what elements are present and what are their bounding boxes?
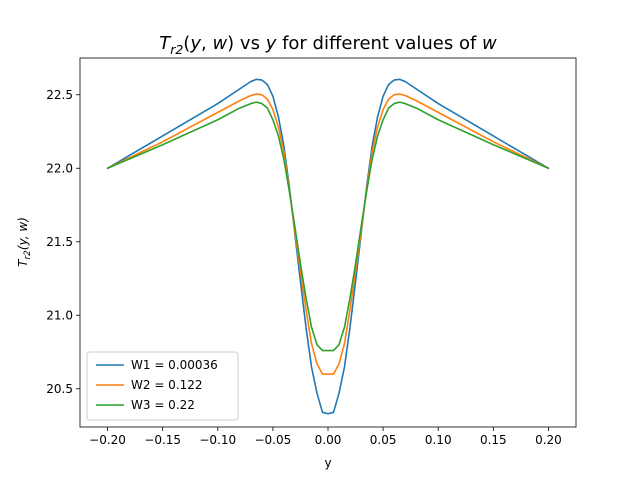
series-line-2: [106, 93, 550, 375]
legend-label-3: W3 = 0.22: [131, 398, 195, 412]
legend-items: W1 = 0.00036 W2 = 0.122 W3 = 0.22: [96, 358, 218, 412]
y-tick-label-0: 20.5: [46, 382, 73, 396]
x-tick-label-6: 0.10: [425, 433, 452, 447]
x-tick-label-3: −0.05: [254, 433, 291, 447]
y-tick-label-3: 22.0: [46, 161, 73, 175]
x-tick-label-1: −0.15: [144, 433, 181, 447]
y-tick-label-1: 21.0: [46, 308, 73, 322]
x-tick-label-7: 0.15: [480, 433, 507, 447]
series-line-1: [106, 78, 550, 415]
y-axis-ticks: 20.5 21.0 21.5 22.0 22.5: [46, 88, 80, 396]
legend-label-2: W2 = 0.122: [131, 378, 203, 392]
legend: W1 = 0.00036 W2 = 0.122 W3 = 0.22: [86, 351, 239, 421]
x-tick-label-0: −0.20: [89, 433, 126, 447]
x-tick-label-2: −0.10: [199, 433, 236, 447]
legend-label-1: W1 = 0.00036: [131, 358, 218, 372]
y-tick-label-2: 21.5: [46, 235, 73, 249]
chart-title: Tr2(y, w) vs y for different values of w: [159, 33, 497, 57]
x-tick-label-5: 0.05: [370, 433, 397, 447]
legend-box: [86, 351, 239, 421]
series-line-3: [106, 101, 550, 352]
y-axis-label: Tr2(y, w): [16, 217, 33, 267]
series-layer: [106, 78, 550, 415]
x-axis-label: y: [324, 456, 331, 470]
y-tick-label-4: 22.5: [46, 88, 73, 102]
x-tick-label-8: 0.20: [535, 433, 562, 447]
x-axis-ticks: −0.20 −0.15 −0.10 −0.05 0.00 0.05 0.10 0.15 0.20: [89, 427, 562, 447]
x-tick-label-4: 0.00: [315, 433, 342, 447]
